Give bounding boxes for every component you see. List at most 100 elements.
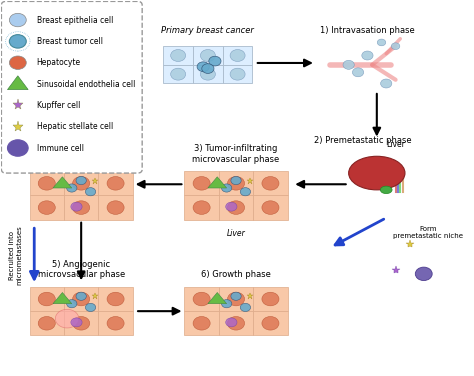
Bar [163,46,193,65]
Polygon shape [53,293,72,304]
Text: 6) Growth phase: 6) Growth phase [201,270,271,279]
Circle shape [55,309,79,328]
Ellipse shape [349,156,405,190]
Text: Immune cell: Immune cell [36,144,83,153]
Circle shape [76,176,86,185]
Circle shape [67,300,77,308]
Circle shape [38,317,55,330]
Text: Breast tumor cell: Breast tumor cell [36,37,102,46]
Circle shape [73,292,90,306]
Text: 4) Pre-angiogenic
micrometastasis phase: 4) Pre-angiogenic micrometastasis phase [33,144,130,164]
Circle shape [209,56,221,66]
Circle shape [381,79,392,88]
Bar [193,65,223,83]
Circle shape [201,68,215,80]
Circle shape [38,201,55,214]
Circle shape [362,51,373,60]
Circle shape [9,35,26,48]
Circle shape [230,50,245,62]
Polygon shape [53,177,72,188]
Circle shape [73,201,90,214]
Circle shape [73,177,90,190]
Circle shape [262,317,279,330]
Bar [253,311,288,335]
Circle shape [228,201,245,214]
Text: Hepatic stellate cell: Hepatic stellate cell [36,122,113,131]
Circle shape [352,68,364,77]
Circle shape [230,68,245,80]
Circle shape [231,292,241,300]
Circle shape [193,177,210,190]
Bar [184,196,219,220]
Bar [253,287,288,311]
Bar [223,46,253,65]
Circle shape [193,292,210,306]
Polygon shape [208,293,227,304]
Bar [219,287,253,311]
Circle shape [9,13,26,27]
Circle shape [228,177,245,190]
Text: Form
premetastatic niche: Form premetastatic niche [393,226,464,239]
Polygon shape [8,76,28,89]
Bar [184,311,219,335]
Bar [64,287,99,311]
Circle shape [107,317,124,330]
Circle shape [228,317,245,330]
Polygon shape [208,177,227,188]
Bar [99,171,133,196]
Circle shape [415,267,432,280]
Bar [253,196,288,220]
Circle shape [38,292,55,306]
Text: Liver: Liver [227,229,246,238]
Circle shape [228,292,245,306]
Text: Liver: Liver [386,140,405,149]
Bar [29,287,64,311]
Circle shape [76,292,86,300]
Bar [64,196,99,220]
Circle shape [73,317,90,330]
Circle shape [171,50,186,62]
Text: Breast epithelia cell: Breast epithelia cell [36,15,113,24]
Ellipse shape [380,186,392,194]
FancyBboxPatch shape [1,2,142,173]
Circle shape [262,292,279,306]
Bar [184,287,219,311]
Circle shape [9,56,26,70]
Text: Hepatocyte: Hepatocyte [36,58,81,67]
Text: Recruited into
micrometastases: Recruited into micrometastases [9,225,22,285]
Circle shape [107,292,124,306]
Circle shape [202,64,214,73]
Bar [64,311,99,335]
Circle shape [392,43,400,50]
Circle shape [38,177,55,190]
Bar [99,311,133,335]
Circle shape [197,62,210,71]
Text: 3) Tumor-infiltrating
microvascular phase: 3) Tumor-infiltrating microvascular phas… [192,144,280,164]
Bar [99,196,133,220]
Bar [193,46,223,65]
Text: 5) Angiogenic
microvsacular phase: 5) Angiogenic microvsacular phase [37,260,125,279]
Circle shape [221,300,232,308]
Circle shape [193,317,210,330]
Circle shape [343,61,354,69]
Circle shape [377,39,386,46]
Circle shape [107,201,124,214]
Bar [219,311,253,335]
Circle shape [67,184,77,192]
Circle shape [85,303,96,312]
Text: Sinusoidal endothelia cell: Sinusoidal endothelia cell [36,80,135,88]
Circle shape [231,176,241,185]
Circle shape [240,188,251,196]
Text: Primary breast cancer: Primary breast cancer [162,26,255,35]
Circle shape [193,201,210,214]
Circle shape [226,202,237,211]
Bar [219,196,253,220]
Circle shape [171,68,186,80]
Bar [253,171,288,196]
Text: 2) Premetastatic phase: 2) Premetastatic phase [314,136,411,145]
Bar [64,171,99,196]
Text: Kupffer cell: Kupffer cell [36,101,80,110]
Bar [184,171,219,196]
Circle shape [71,318,82,327]
Circle shape [201,50,215,62]
